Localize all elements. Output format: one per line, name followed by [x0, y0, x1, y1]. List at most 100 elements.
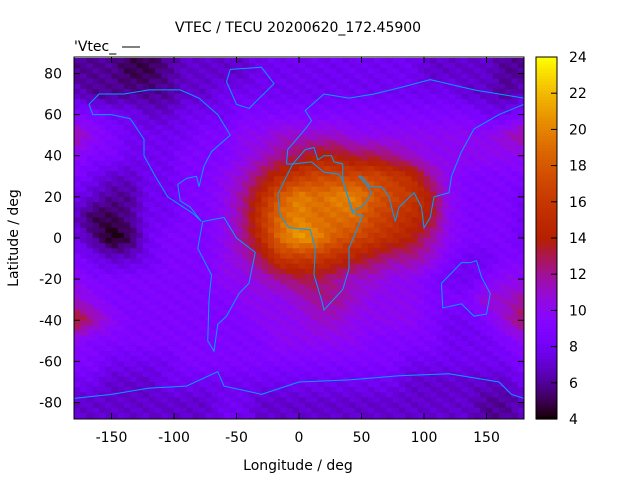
heatmap-cell — [430, 304, 437, 311]
heatmap-cell — [324, 114, 331, 121]
heatmap-cell — [449, 145, 456, 152]
heatmap-cell — [149, 130, 156, 136]
heatmap-cell — [330, 196, 337, 203]
heatmap-cell — [99, 284, 106, 290]
heatmap-cell — [386, 58, 394, 64]
heatmap-cell — [417, 320, 425, 326]
heatmap-cell — [117, 88, 125, 95]
heatmap-cell — [255, 248, 262, 254]
heatmap-cell — [186, 268, 194, 275]
heatmap-cell — [236, 63, 244, 69]
heatmap-cell — [349, 58, 356, 64]
heatmap-cell — [361, 130, 369, 136]
heatmap-cell — [305, 294, 312, 301]
heatmap-cell — [186, 412, 194, 419]
heatmap-cell — [199, 330, 206, 337]
heatmap-cell — [486, 227, 494, 234]
heatmap-cell — [255, 376, 262, 383]
heatmap-cell — [355, 68, 362, 74]
heatmap-cell — [424, 73, 431, 80]
heatmap-cell — [424, 114, 431, 121]
heatmap-cell — [111, 243, 119, 249]
heatmap-cell — [349, 309, 356, 316]
heatmap-cell — [149, 325, 156, 332]
heatmap-cell — [117, 99, 125, 105]
heatmap-cell — [186, 130, 194, 136]
heatmap-cell — [474, 196, 481, 203]
heatmap-cell — [374, 315, 381, 321]
heatmap-cell — [267, 407, 275, 414]
heatmap-cell — [517, 304, 525, 311]
heatmap-cell — [211, 315, 219, 321]
heatmap-cell — [486, 114, 494, 121]
heatmap-cell — [205, 222, 212, 229]
heatmap-cell — [105, 160, 112, 167]
heatmap-cell — [405, 356, 412, 362]
heatmap-cell — [430, 402, 437, 409]
heatmap-cell — [267, 294, 275, 301]
heatmap-cell — [174, 155, 181, 162]
heatmap-cell — [161, 356, 169, 362]
heatmap-cell — [467, 145, 475, 152]
heatmap-cell — [449, 273, 456, 280]
heatmap-cell — [324, 299, 331, 306]
heatmap-cell — [449, 397, 456, 404]
heatmap-cell — [92, 171, 100, 177]
heatmap-cell — [336, 119, 344, 126]
heatmap-cell — [480, 63, 487, 69]
heatmap-cell — [192, 83, 200, 90]
heatmap-cell — [80, 304, 87, 311]
heatmap-cell — [361, 392, 369, 398]
heatmap-cell — [192, 253, 200, 260]
heatmap-cell — [280, 294, 287, 301]
heatmap-cell — [492, 238, 500, 244]
heatmap-cell — [405, 340, 412, 347]
heatmap-cell — [242, 160, 250, 167]
heatmap-cell — [117, 68, 125, 74]
heatmap-cell — [205, 412, 212, 419]
heatmap-cell — [217, 356, 225, 362]
heatmap-cell — [480, 345, 487, 352]
heatmap-cell — [192, 160, 200, 167]
heatmap-cell — [461, 248, 469, 254]
heatmap-cell — [186, 243, 194, 249]
heatmap-cell — [330, 150, 337, 157]
heatmap-cell — [211, 166, 219, 172]
heatmap-cell — [386, 99, 394, 105]
heatmap-cell — [74, 366, 81, 373]
heatmap-cell — [505, 124, 512, 131]
heatmap-cell — [505, 243, 512, 249]
heatmap-cell — [86, 155, 94, 162]
heatmap-cell — [474, 325, 481, 332]
heatmap-cell — [336, 361, 344, 368]
heatmap-cell — [242, 402, 250, 409]
heatmap-cell — [505, 140, 512, 146]
heatmap-cell — [474, 166, 481, 172]
heatmap-cell — [86, 253, 94, 260]
heatmap-cell — [492, 361, 500, 368]
heatmap-cell — [380, 335, 387, 342]
heatmap-cell — [449, 109, 456, 116]
heatmap-cell — [111, 68, 119, 74]
heatmap-cell — [286, 376, 294, 383]
heatmap-cell — [517, 392, 525, 398]
heatmap-cell — [480, 186, 487, 193]
heatmap-cell — [267, 248, 275, 254]
heatmap-cell — [86, 58, 94, 64]
heatmap-cell — [499, 227, 506, 234]
heatmap-cell — [149, 104, 156, 110]
heatmap-cell — [186, 68, 194, 74]
heatmap-cell — [99, 99, 106, 105]
heatmap-cell — [424, 232, 431, 239]
heatmap-cell — [505, 381, 512, 388]
heatmap-cell — [242, 407, 250, 414]
heatmap-cell — [74, 273, 81, 280]
heatmap-cell — [261, 335, 269, 342]
heatmap-cell — [161, 140, 169, 146]
heatmap-cell — [405, 381, 412, 388]
heatmap-cell — [411, 345, 419, 352]
heatmap-cell — [136, 340, 144, 347]
heatmap-cell — [317, 263, 325, 270]
heatmap-cell — [267, 222, 275, 229]
heatmap-cell — [274, 304, 281, 311]
